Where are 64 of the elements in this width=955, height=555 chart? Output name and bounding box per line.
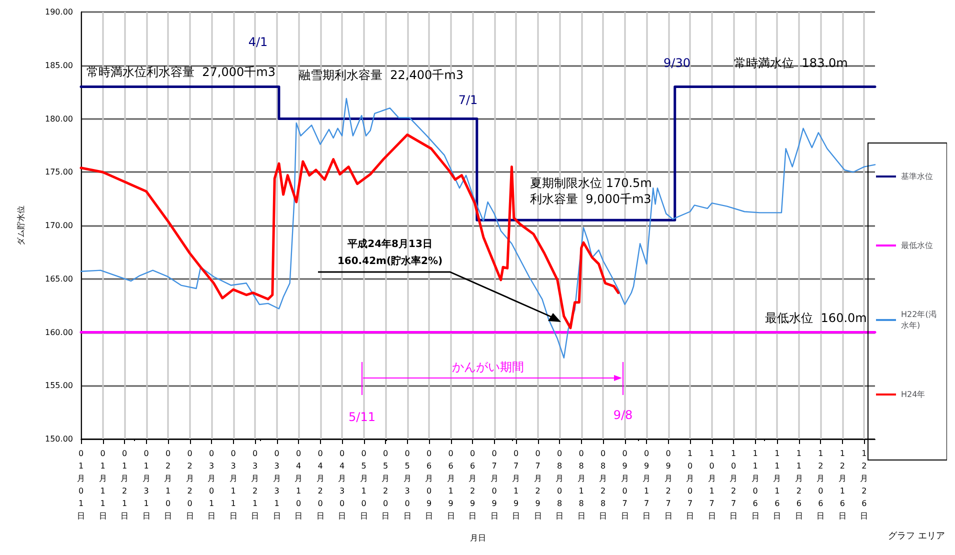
x-tick-label: 02月20日 — [186, 448, 194, 520]
x-tick-label: 09月27日 — [664, 448, 672, 520]
x-tick-label: 12月16日 — [838, 448, 846, 520]
x-tick-label: 07月29日 — [534, 448, 542, 520]
x-tick-label: 12月06日 — [816, 448, 825, 520]
x-tick-label: 05月20日 — [382, 448, 390, 520]
y-tick-label: 180.00 — [45, 114, 73, 124]
annotation: 9/8 — [613, 408, 633, 422]
x-tick-label: 09月07日 — [620, 448, 629, 520]
y-tick-label: 190.00 — [45, 8, 73, 16]
x-tick-label: 03月11日 — [229, 448, 238, 520]
y-tick-label: 160.00 — [45, 328, 73, 337]
text: グラフ エリア — [888, 530, 946, 542]
y-tick-label: 155.00 — [45, 381, 73, 390]
x-tick-label: 03月31日 — [272, 448, 281, 520]
x-tick-label: 09月17日 — [642, 448, 651, 520]
y-tick-label: 165.00 — [45, 274, 73, 284]
annotation: 利水容量 9,000千m3 — [530, 192, 652, 206]
x-tick-label: 11月16日 — [773, 448, 782, 520]
annotation: 平成24年8月13日 160.42m(貯水率2%) — [337, 238, 443, 267]
annotation: 4/1 — [248, 35, 268, 49]
x-tick-label: 06月29日 — [468, 448, 477, 520]
y-tick-label: 175.00 — [45, 168, 73, 177]
legend-label: 基準水位 — [901, 172, 933, 181]
x-tick-label: 11月06日 — [751, 448, 760, 520]
x-tick-label: 04月20日 — [316, 448, 324, 520]
x-tick-label: 03月01日 — [208, 448, 216, 520]
x-tick-label: 08月18日 — [577, 448, 586, 520]
y-tick-label: 185.00 — [45, 60, 73, 70]
x-tick-label: 05月10日 — [360, 448, 368, 520]
x-tick-label: 08月08日 — [556, 448, 564, 520]
x-tick-label: 06月19日 — [446, 448, 455, 520]
annotation: 最低水位 160.0m — [765, 311, 867, 325]
x-tick-label: 06月09日 — [425, 448, 434, 520]
x-tick-label: 01月31日 — [142, 448, 150, 520]
x-tick-label: 03月21日 — [251, 448, 260, 520]
x-tick-label: 08月28日 — [599, 448, 608, 520]
x-tick-label: 04月30日 — [338, 448, 346, 520]
x-tick-label: 10月27日 — [730, 448, 738, 520]
annotation: 5/11 — [348, 410, 376, 424]
x-tick-label: 12月26日 — [860, 448, 868, 520]
x-tick-label: 10月07日 — [686, 448, 694, 520]
legend-label: 最低水位 — [901, 241, 933, 250]
legend-label: H24年 — [901, 390, 926, 399]
x-tick-label: 04月10日 — [294, 448, 303, 520]
annotation: 常時満水位利水容量 27,000千m3 — [86, 65, 276, 79]
x-axis-title: 月日 — [470, 534, 486, 542]
x-tick-label: 05月30日 — [403, 448, 412, 520]
x-tick-label: 10月17日 — [708, 448, 716, 520]
y-tick-label: 170.00 — [45, 221, 73, 230]
x-tick-label: 01月21日 — [120, 448, 129, 520]
x-tick-label: 11月26日 — [794, 448, 803, 520]
x-tick-label: 07月19日 — [512, 448, 520, 520]
x-tick-label: 07月09日 — [490, 448, 498, 520]
annotation: 夏期制限水位 170.5m — [530, 176, 652, 190]
annotation: かんがい期間 — [452, 360, 524, 374]
annotation: 7/1 — [458, 93, 478, 107]
annotation: 融雪期利水容量 22,400千m3 — [298, 68, 464, 82]
x-tick-label: 01月11日 — [98, 448, 107, 520]
legend-label: H22年(渇水年) — [901, 310, 936, 330]
y-tick-label: 150.00 — [45, 434, 73, 444]
x-tick-label: 01月01日 — [77, 448, 85, 520]
x-tick-label: 02月10日 — [164, 448, 172, 520]
y-axis-title: ダム貯水位 — [16, 206, 26, 246]
